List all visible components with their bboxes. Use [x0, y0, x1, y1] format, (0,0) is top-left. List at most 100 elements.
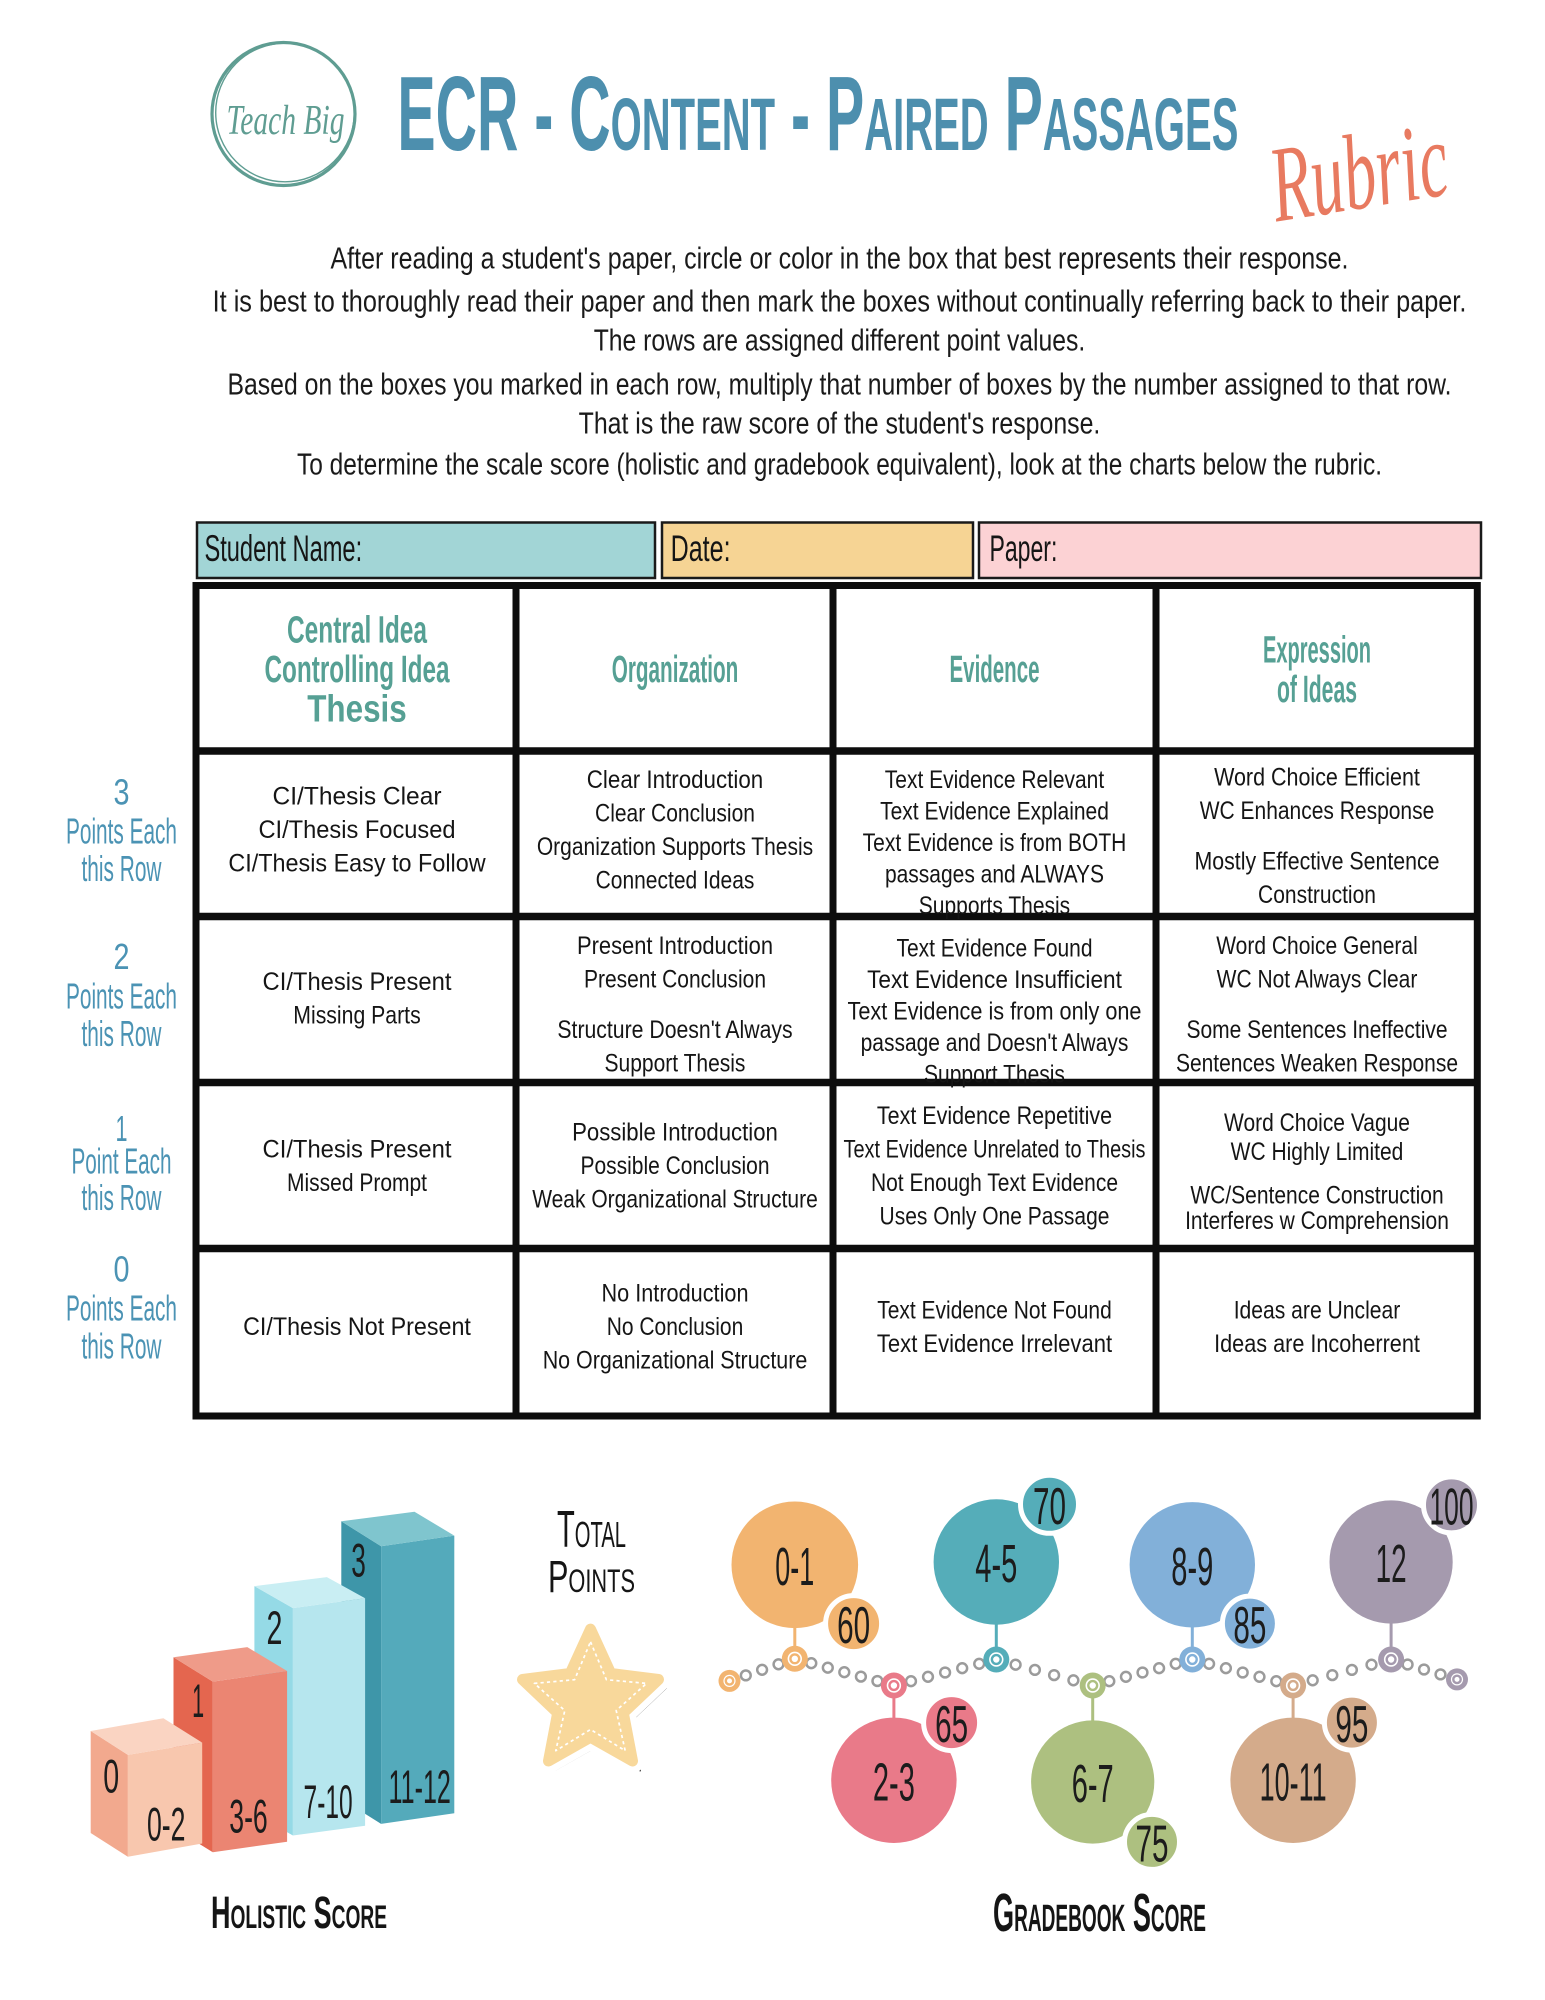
- svg-text:No Conclusion: No Conclusion: [607, 1313, 744, 1341]
- svg-text:70: 70: [1033, 1478, 1066, 1536]
- svg-text:CI/Thesis Clear: CI/Thesis Clear: [273, 783, 442, 811]
- svg-text:75: 75: [1136, 1815, 1169, 1873]
- svg-text:Ideas are Unclear: Ideas are Unclear: [1234, 1296, 1401, 1324]
- svg-text:WC Enhances Response: WC Enhances Response: [1200, 797, 1435, 825]
- svg-text:Points Each: Points Each: [66, 1287, 177, 1328]
- svg-text:No Organizational Structure: No Organizational Structure: [543, 1347, 808, 1375]
- svg-text:Support Thesis: Support Thesis: [924, 1061, 1065, 1089]
- svg-text:Supports Thesis: Supports Thesis: [919, 892, 1070, 920]
- svg-text:Text Evidence Insufficient: Text Evidence Insufficient: [867, 966, 1122, 994]
- svg-text:Some Sentences Ineffective: Some Sentences Ineffective: [1186, 1016, 1447, 1044]
- svg-text:Total: Total: [557, 1501, 626, 1559]
- svg-text:6-7: 6-7: [1072, 1754, 1114, 1814]
- svg-text:Structure Doesn't Always: Structure Doesn't Always: [557, 1016, 792, 1044]
- svg-text:Based on the boxes you marked: Based on the boxes you marked in each ro…: [228, 367, 1452, 402]
- svg-text:this Row: this Row: [82, 1177, 163, 1218]
- svg-text:Organization: Organization: [612, 649, 739, 691]
- svg-text:Points Each: Points Each: [66, 810, 177, 851]
- svg-text:this Row: this Row: [82, 1326, 163, 1367]
- svg-text:8-9: 8-9: [1171, 1537, 1213, 1597]
- svg-text:No Introduction: No Introduction: [602, 1280, 749, 1308]
- svg-text:this Row: this Row: [82, 848, 163, 889]
- svg-text:Construction: Construction: [1258, 881, 1376, 909]
- svg-text:Ideas are Incoherrent: Ideas are Incoherrent: [1214, 1330, 1420, 1358]
- svg-text:2-3: 2-3: [873, 1752, 915, 1812]
- svg-text:85: 85: [1233, 1597, 1266, 1655]
- svg-text:CI/Thesis Present: CI/Thesis Present: [263, 968, 452, 996]
- svg-text:Central Idea: Central Idea: [287, 610, 428, 652]
- svg-text:11-12: 11-12: [389, 1760, 451, 1813]
- svg-text:Thesis: Thesis: [307, 689, 407, 731]
- svg-text:WC Highly Limited: WC Highly Limited: [1231, 1138, 1404, 1166]
- svg-text:Text Evidence Unrelated to The: Text Evidence Unrelated to Thesis: [844, 1135, 1146, 1163]
- svg-text:Uses Only One Passage: Uses Only One Passage: [880, 1202, 1110, 1230]
- svg-text:Paper:: Paper:: [989, 528, 1057, 569]
- svg-text:3-6: 3-6: [229, 1789, 268, 1842]
- svg-text:WC/Sentence Construction: WC/Sentence Construction: [1190, 1182, 1443, 1210]
- svg-text:Weak Organizational Structure: Weak Organizational Structure: [532, 1186, 818, 1214]
- svg-text:Text Evidence Not Found: Text Evidence Not Found: [877, 1296, 1112, 1324]
- svg-text:Present Introduction: Present Introduction: [577, 932, 773, 960]
- svg-text:0-1: 0-1: [775, 1537, 814, 1597]
- svg-text:CI/Thesis Not Present: CI/Thesis Not Present: [243, 1313, 471, 1341]
- svg-text:0: 0: [103, 1750, 119, 1803]
- svg-text:Text Evidence is from only one: Text Evidence is from only one: [848, 998, 1142, 1026]
- svg-text:Missed Prompt: Missed Prompt: [287, 1169, 427, 1197]
- svg-text:Sentences Weaken Response: Sentences Weaken Response: [1176, 1049, 1458, 1077]
- svg-text:Text Evidence is from BOTH: Text Evidence is from BOTH: [863, 829, 1127, 857]
- svg-text:7-10: 7-10: [304, 1775, 353, 1828]
- svg-text:That is the raw score of the s: That is the raw score of the student's r…: [579, 406, 1101, 441]
- svg-text:Controlling Idea: Controlling Idea: [265, 649, 451, 691]
- svg-text:0-2: 0-2: [147, 1797, 186, 1850]
- svg-text:3: 3: [114, 771, 130, 812]
- svg-text:Holistic Score: Holistic Score: [211, 1887, 387, 1938]
- svg-text:10-11: 10-11: [1260, 1752, 1327, 1812]
- svg-text:After reading a student's pape: After reading a student's paper, circle …: [331, 241, 1349, 276]
- svg-text:3: 3: [351, 1533, 366, 1586]
- svg-text:CI/Thesis Present: CI/Thesis Present: [263, 1135, 452, 1163]
- svg-text:It is best to thoroughly read: It is best to thoroughly read their pape…: [213, 284, 1467, 319]
- svg-text:To determine the scale score (: To determine the scale score (holistic a…: [297, 447, 1382, 482]
- svg-text:CI/Thesis Easy to Follow: CI/Thesis Easy to Follow: [228, 850, 486, 878]
- svg-text:Word Choice Vague: Word Choice Vague: [1224, 1109, 1410, 1137]
- svg-text:Organization Supports Thesis: Organization Supports Thesis: [537, 833, 813, 861]
- svg-text:Text Evidence Explained: Text Evidence Explained: [880, 798, 1109, 826]
- svg-text:Text Evidence Found: Text Evidence Found: [896, 935, 1092, 963]
- svg-text:Missing Parts: Missing Parts: [293, 1001, 420, 1029]
- svg-text:1: 1: [116, 1108, 128, 1149]
- svg-text:Interferes w Comprehension: Interferes w Comprehension: [1185, 1207, 1449, 1235]
- svg-text:CI/Thesis Focused: CI/Thesis Focused: [258, 816, 455, 844]
- svg-text:Word Choice Efficient: Word Choice Efficient: [1214, 763, 1420, 791]
- svg-text:of Ideas: of Ideas: [1277, 669, 1357, 711]
- svg-text:Connected Ideas: Connected Ideas: [596, 866, 755, 894]
- svg-text:Points: Points: [548, 1551, 635, 1602]
- svg-text:Clear Introduction: Clear Introduction: [587, 766, 763, 794]
- svg-text:WC Not Always Clear: WC Not Always Clear: [1217, 965, 1418, 993]
- svg-text:Word Choice General: Word Choice General: [1216, 932, 1418, 960]
- svg-text:Student Name:: Student Name:: [204, 528, 362, 569]
- svg-text:Points Each: Points Each: [66, 975, 177, 1016]
- svg-text:Possible Conclusion: Possible Conclusion: [580, 1152, 769, 1180]
- svg-text:ECR - Content - Paired Passage: ECR - Content - Paired Passages: [397, 55, 1238, 173]
- svg-text:Gradebook Score: Gradebook Score: [993, 1883, 1206, 1943]
- svg-text:Rubric: Rubric: [1261, 100, 1456, 245]
- svg-text:Mostly Effective Sentence: Mostly Effective Sentence: [1195, 847, 1440, 875]
- svg-text:Evidence: Evidence: [950, 649, 1040, 691]
- svg-text:1: 1: [192, 1674, 204, 1727]
- svg-text:100: 100: [1430, 1478, 1474, 1536]
- svg-text:Not Enough Text Evidence: Not Enough Text Evidence: [871, 1169, 1118, 1197]
- svg-text:Text Evidence Irrelevant: Text Evidence Irrelevant: [877, 1330, 1112, 1358]
- svg-text:12: 12: [1376, 1534, 1407, 1594]
- svg-text:Text Evidence Repetitive: Text Evidence Repetitive: [877, 1102, 1112, 1130]
- svg-text:4-5: 4-5: [975, 1534, 1017, 1594]
- svg-text:Possible Introduction: Possible Introduction: [572, 1119, 778, 1147]
- svg-text:65: 65: [935, 1696, 968, 1754]
- svg-text:Expression: Expression: [1263, 630, 1371, 672]
- svg-text:Point Each: Point Each: [72, 1140, 172, 1181]
- svg-text:2: 2: [266, 1601, 282, 1654]
- svg-text:Support Thesis: Support Thesis: [605, 1049, 746, 1077]
- svg-text:Clear Conclusion: Clear Conclusion: [595, 799, 755, 827]
- svg-text:95: 95: [1335, 1696, 1368, 1754]
- svg-text:Teach Big: Teach Big: [227, 98, 345, 144]
- svg-text:passages and ALWAYS: passages and ALWAYS: [885, 861, 1104, 889]
